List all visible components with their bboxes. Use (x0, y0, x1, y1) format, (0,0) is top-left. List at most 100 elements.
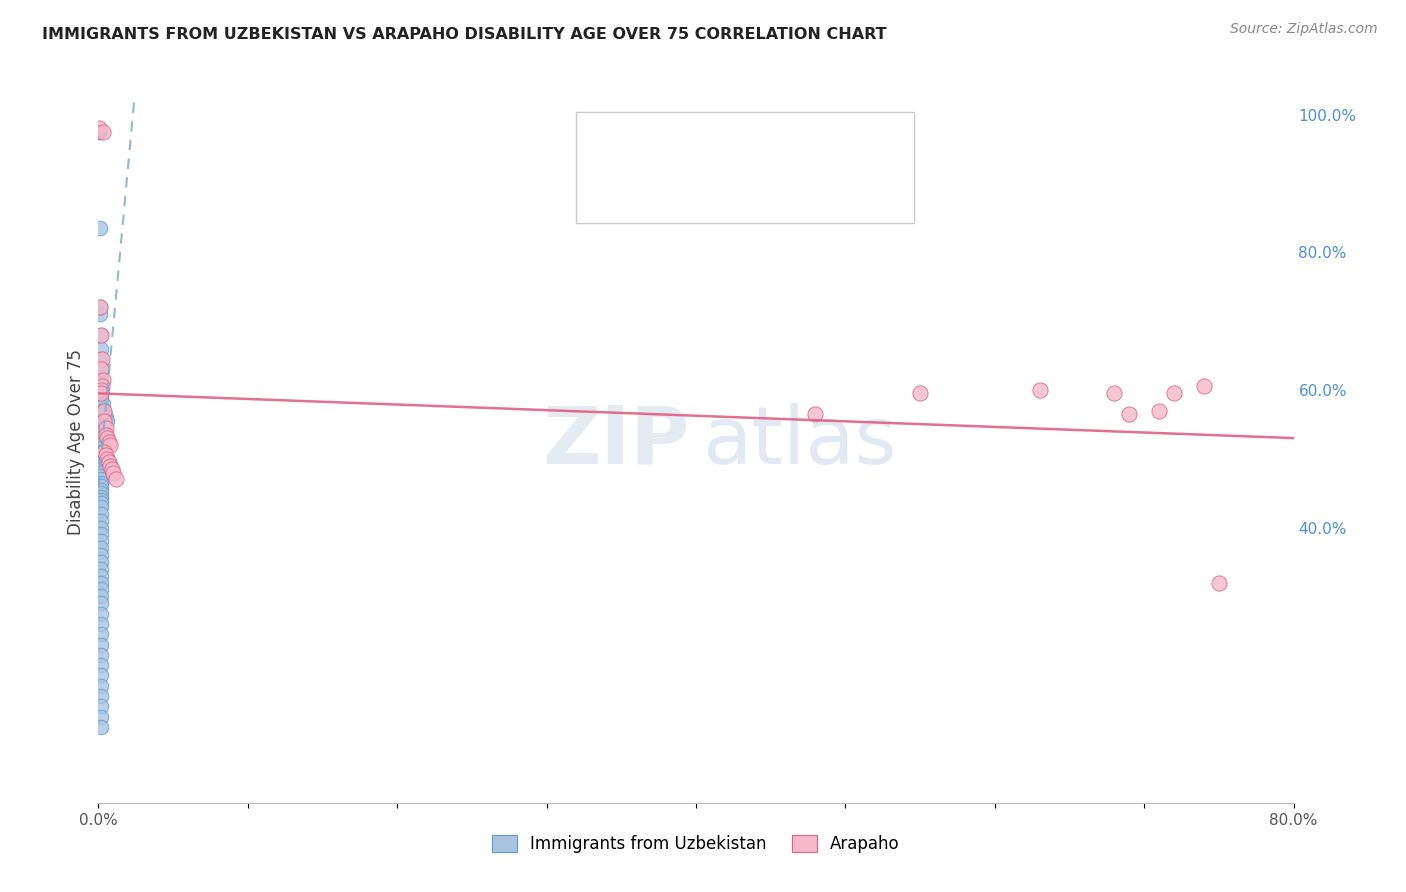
Point (90, 373, 112, 387)
Point (90, 434, 112, 449)
Point (90, 383, 112, 397)
Point (90, 431, 112, 445)
Point (1104, 386, 1126, 401)
Point (90, 466, 112, 480)
Point (103, 466, 125, 480)
Point (90, 638, 112, 652)
Point (96, 414, 118, 428)
Point (90, 386, 112, 401)
Text: 25: 25 (811, 181, 837, 199)
Point (1028, 383, 1050, 397)
Point (90, 490, 112, 504)
Point (90, 397, 112, 411)
Point (90, 507, 112, 521)
Point (91, 397, 114, 411)
Point (101, 462, 124, 476)
Point (90, 414, 112, 428)
Point (90, 689, 112, 703)
Point (90, 362, 112, 376)
Point (90, 493, 112, 508)
Point (90, 462, 112, 476)
Point (90, 451, 112, 466)
Text: ZIP: ZIP (543, 402, 690, 481)
Point (90, 469, 112, 483)
Y-axis label: Disability Age Over 75: Disability Age Over 75 (66, 349, 84, 534)
Point (90, 327, 112, 342)
Point (90, 379, 112, 393)
Point (90, 427, 112, 442)
Point (90, 383, 112, 397)
Point (94, 410, 117, 425)
Point (90, 475, 112, 490)
Point (91, 373, 114, 387)
Text: Source: ZipAtlas.com: Source: ZipAtlas.com (1230, 22, 1378, 37)
FancyBboxPatch shape (595, 131, 640, 162)
Point (90, 699, 112, 714)
Point (93, 445, 115, 459)
Point (1163, 386, 1185, 401)
Point (90, 386, 112, 401)
Point (90, 438, 112, 452)
Point (90, 458, 112, 473)
Point (90, 658, 112, 673)
Point (98, 438, 122, 452)
Point (97, 434, 120, 449)
Point (90, 390, 112, 404)
Point (90, 421, 112, 435)
Point (804, 407, 827, 421)
Text: R =: R = (645, 138, 685, 156)
Point (90, 679, 112, 693)
Point (89, 221, 111, 235)
FancyBboxPatch shape (595, 174, 640, 205)
Point (90, 575, 112, 590)
Point (90, 514, 112, 528)
Point (90, 527, 112, 541)
Point (96, 431, 118, 445)
Point (90, 410, 112, 425)
Point (90, 496, 112, 510)
Point (91, 351, 114, 366)
Point (90, 417, 112, 432)
Point (90, 555, 112, 569)
Point (97, 455, 120, 469)
Point (90, 486, 112, 500)
Point (908, 386, 931, 401)
Point (90, 479, 112, 493)
Point (1208, 575, 1230, 590)
Legend: Immigrants from Uzbekistan, Arapaho: Immigrants from Uzbekistan, Arapaho (485, 828, 907, 860)
Point (89, 125, 111, 139)
Point (90, 455, 112, 469)
Text: N =: N = (766, 138, 806, 156)
Point (91, 403, 114, 417)
Point (1192, 379, 1215, 393)
Point (90, 607, 112, 621)
Text: 77: 77 (811, 138, 837, 156)
Point (94, 421, 117, 435)
Point (90, 424, 112, 438)
Point (90, 400, 112, 414)
Point (94, 427, 117, 442)
Point (90, 562, 112, 576)
Text: -0.113: -0.113 (695, 181, 758, 199)
Point (90, 596, 112, 610)
Point (93, 403, 115, 417)
Point (90, 710, 112, 724)
Point (90, 393, 112, 408)
Point (90, 668, 112, 682)
Point (90, 342, 112, 356)
Point (90, 548, 112, 562)
Point (90, 568, 112, 582)
Point (90, 720, 112, 734)
Point (89, 301, 111, 315)
Point (89, 307, 111, 321)
Point (90, 472, 112, 486)
Point (90, 376, 112, 390)
Point (90, 362, 112, 376)
Point (98, 458, 122, 473)
Point (90, 534, 112, 549)
Point (1118, 407, 1140, 421)
Point (90, 407, 112, 421)
Point (89, 301, 111, 315)
Point (90, 590, 112, 604)
Point (90, 627, 112, 641)
